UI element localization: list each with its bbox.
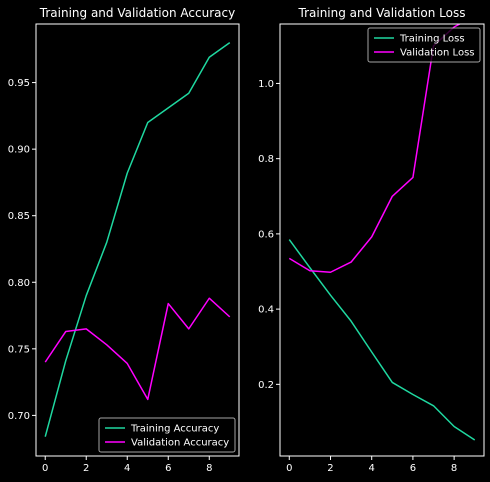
- y-tick-label: 0.75: [8, 344, 30, 355]
- axes-frame: [279, 23, 485, 457]
- legend-label: Training Loss: [399, 34, 465, 45]
- x-tick-label: 6: [165, 463, 171, 474]
- legend-label: Training Accuracy: [130, 424, 219, 435]
- series-line-validation-accuracy: [44, 297, 231, 401]
- legend-box: [367, 27, 481, 63]
- legend: Training Loss Validation Loss: [367, 27, 481, 63]
- y-tick-label: 0.6: [258, 229, 274, 240]
- legend-label: Validation Loss: [400, 48, 475, 59]
- x-tick-label: 8: [451, 463, 457, 474]
- chart-title: Training and Validation Loss: [298, 6, 466, 20]
- axes-frame: [35, 23, 240, 457]
- chart-1: Training and Validation Accuracy 0 2 4 6 8 0.7…: [8, 6, 240, 474]
- x-tick-label: 8: [206, 463, 212, 474]
- y-tick-label: 0.4: [258, 305, 274, 316]
- legend: Training Accuracy Validation Accuracy: [98, 417, 236, 453]
- legend-label: Validation Accuracy: [131, 438, 229, 449]
- x-tick-label: 2: [83, 463, 89, 474]
- x-tick-label: 4: [124, 463, 130, 474]
- y-tick-label: 0.80: [8, 278, 30, 289]
- x-tick-label: 4: [369, 463, 375, 474]
- y-tick-label: 0.8: [258, 154, 274, 165]
- x-tick-label: 2: [327, 463, 333, 474]
- series-line-training-accuracy: [44, 42, 231, 437]
- y-tick-label: 0.2: [258, 380, 274, 391]
- series-line-training-loss: [288, 239, 476, 441]
- chart-title: Training and Validation Accuracy: [39, 6, 235, 20]
- legend-box: [98, 417, 236, 453]
- y-tick-label: 0.70: [8, 411, 30, 422]
- x-tick-label: 6: [410, 463, 416, 474]
- y-tick-label: 0.85: [8, 211, 30, 222]
- x-tick-label: 0: [286, 463, 292, 474]
- y-tick-label: 0.90: [8, 145, 30, 156]
- y-tick-label: 0.95: [8, 78, 30, 89]
- y-tick-label: 1.0: [258, 79, 274, 90]
- x-tick-label: 0: [42, 463, 48, 474]
- chart-2: Training and Validation Loss 0 2 4 6 8 0.2 0.4 0…: [258, 6, 485, 474]
